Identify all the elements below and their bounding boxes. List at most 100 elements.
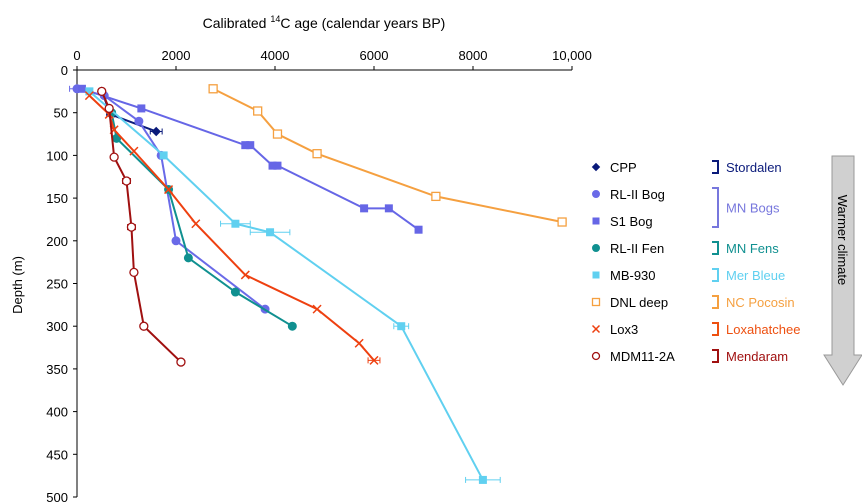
y-tick-label: 250 (46, 277, 68, 292)
y-tick-label: 450 (46, 447, 68, 462)
y-tick-label: 150 (46, 191, 68, 206)
group-label: MN Bogs (726, 201, 780, 216)
group-bracket (712, 349, 719, 363)
x-axis-label: Calibrated 14C age (calendar years BP) (203, 14, 446, 31)
data-point (592, 244, 600, 252)
group-label: Mendaram (726, 349, 788, 364)
series-line (212, 87, 563, 223)
legend-item: Lox3 (591, 322, 638, 337)
legend-label: MB-930 (610, 268, 656, 283)
data-point (151, 126, 161, 137)
series-dnl-deep (208, 84, 567, 227)
x-tick-label: 2000 (162, 48, 191, 63)
legend-item: RL-II Fen (592, 241, 664, 256)
arrow-label: Warmer climate (835, 195, 850, 286)
data-point (240, 270, 250, 280)
data-point (360, 204, 369, 213)
data-point (287, 321, 297, 331)
x-tick-label: 4000 (261, 48, 290, 63)
group-loxahatchee: Loxahatchee (712, 322, 800, 337)
data-point (591, 297, 601, 307)
group-stordalen: Stordalen (712, 160, 782, 175)
legend-item: CPP (591, 160, 637, 175)
legend-item: RL-II Bog (592, 187, 665, 202)
data-point (272, 129, 283, 139)
data-point (104, 103, 114, 114)
group-label: NC Pocosin (726, 295, 795, 310)
group-bracket (712, 187, 719, 228)
legend-item: DNL deep (591, 295, 668, 310)
group-bracket (712, 322, 719, 336)
series-line (100, 90, 182, 363)
data-point (312, 149, 322, 159)
y-axis-label: Depth (m) (10, 256, 25, 314)
data-point (164, 185, 174, 195)
data-point (414, 225, 423, 234)
legend-label: DNL deep (610, 295, 668, 310)
data-point (230, 287, 240, 297)
data-point (397, 322, 406, 331)
legend-label: CPP (610, 160, 637, 175)
data-point (591, 351, 601, 361)
group-label: Loxahatchee (726, 322, 800, 337)
data-point (85, 87, 94, 96)
legend-item: S1 Bog (592, 214, 653, 229)
legend: CPP RL-II Bog S1 Bog RL-II Fen MB-930 DNL dee… (591, 160, 675, 364)
axes: 0 2000 4000 6000 8000 10,000 0 50 100 150 200 250 30… (46, 48, 592, 504)
data-point (171, 236, 181, 246)
data-point (77, 84, 86, 93)
legend-label: RL-II Fen (610, 241, 664, 256)
data-point (159, 151, 168, 160)
data-point (176, 357, 186, 367)
data-point (312, 304, 322, 314)
group-bracket (712, 160, 719, 174)
data-point (266, 228, 275, 237)
data-point (139, 321, 149, 331)
group-label: Mer Bleue (726, 268, 785, 283)
data-point (97, 86, 107, 96)
group-mer-bleue: Mer Bleue (712, 268, 785, 283)
group-bracket (712, 268, 719, 282)
legend-label: RL-II Bog (610, 187, 665, 202)
plot-area (69, 84, 567, 484)
data-point (591, 162, 601, 172)
data-point (129, 267, 139, 278)
data-point (246, 141, 255, 150)
group-mn-fens: MN Fens (712, 241, 779, 256)
data-point (129, 146, 139, 156)
data-point (109, 152, 119, 162)
group-bracket (712, 295, 719, 309)
data-point (84, 91, 94, 101)
legend-label: S1 Bog (610, 214, 653, 229)
group-label: MN Fens (726, 241, 779, 256)
group-nc-pocosin: NC Pocosin (712, 295, 795, 310)
y-tick-label: 50 (54, 106, 68, 121)
data-point (253, 106, 263, 116)
data-point (268, 161, 277, 170)
arrow-shape (823, 155, 862, 386)
legend-label: Lox3 (610, 322, 638, 337)
data-point (591, 324, 601, 334)
x-tick-label: 0 (73, 48, 80, 63)
group-mn-bogs: MN Bogs (712, 187, 780, 228)
data-point (137, 104, 146, 113)
data-point (208, 84, 218, 94)
group-brackets: Stordalen MN Bogs MN Fens Mer Bleue NC Pocos… (712, 160, 800, 364)
warmer-climate-arrow: Warmer climate (823, 155, 862, 386)
y-tick-label: 350 (46, 362, 68, 377)
series-line (88, 94, 375, 362)
y-tick-label: 0 (61, 63, 68, 78)
series-rl-ii-fen (107, 108, 297, 331)
data-point (384, 204, 393, 213)
series-mb-930 (85, 87, 501, 484)
group-bracket (712, 241, 719, 255)
data-point (592, 271, 600, 279)
y-tick-label: 200 (46, 234, 68, 249)
series-lox3 (84, 91, 381, 365)
y-tick-label: 300 (46, 319, 68, 334)
data-point (431, 191, 441, 202)
series-line (88, 90, 484, 481)
series-mdm11-2a (97, 86, 186, 367)
